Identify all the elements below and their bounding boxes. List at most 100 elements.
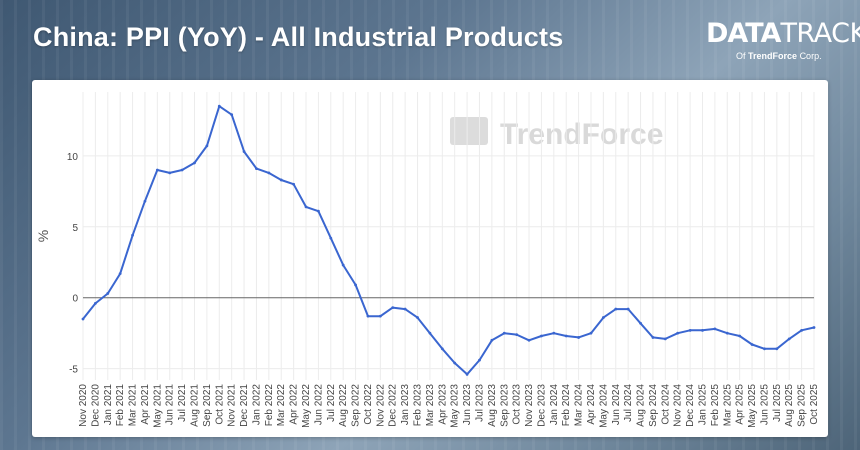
data-point xyxy=(267,171,271,175)
x-tick-label: May 2025 xyxy=(747,384,758,428)
grid xyxy=(82,92,815,380)
y-tick-label: 5 xyxy=(72,223,78,234)
data-point xyxy=(775,347,779,351)
x-tick-label: Jun 2022 xyxy=(313,384,324,426)
data-point xyxy=(540,334,543,338)
x-tick-label: Jan 2021 xyxy=(103,384,114,426)
data-point xyxy=(317,209,320,213)
data-point xyxy=(304,205,308,209)
data-point xyxy=(564,334,568,338)
x-tick-label: Sep 2023 xyxy=(499,384,510,427)
y-tick-label: 0 xyxy=(72,294,78,305)
x-tick-label: Jun 2024 xyxy=(611,384,622,426)
data-point xyxy=(478,358,481,362)
data-point xyxy=(341,263,345,267)
data-point xyxy=(354,283,357,287)
x-tick-label: Aug 2022 xyxy=(338,384,349,427)
data-point xyxy=(688,328,692,332)
data-point xyxy=(217,104,221,108)
x-tick-label: Apr 2023 xyxy=(437,384,448,425)
data-point xyxy=(155,168,159,172)
x-tick-label: Mar 2024 xyxy=(574,384,585,427)
x-tick-label: Jul 2024 xyxy=(623,384,634,422)
x-tick-label: Jan 2024 xyxy=(549,384,560,426)
data-point xyxy=(552,331,556,335)
data-point xyxy=(527,338,531,342)
data-point xyxy=(255,167,258,171)
y-tick-label: -5 xyxy=(69,365,78,376)
data-point xyxy=(800,328,804,332)
data-point xyxy=(750,343,754,346)
data-point xyxy=(428,331,432,335)
x-tick-label: Apr 2022 xyxy=(289,384,300,425)
x-tick-label: Mar 2023 xyxy=(425,384,436,427)
x-tick-label: Jul 2023 xyxy=(474,384,485,422)
x-axis: Nov 2020 Dec 2020 Jan 2021 Feb 2021 Mar 2021… xyxy=(78,384,820,428)
x-tick-label: Jul 2022 xyxy=(326,384,337,422)
data-point xyxy=(81,317,85,321)
x-tick-label: Aug 2025 xyxy=(784,384,795,427)
data-point xyxy=(651,336,655,339)
logo-sub-brand: TrendForce xyxy=(748,51,798,61)
x-tick-label: Oct 2023 xyxy=(512,384,523,425)
ppi-yoy-series-line xyxy=(82,105,815,376)
x-tick-label: Mar 2021 xyxy=(128,384,139,427)
data-point xyxy=(601,316,605,319)
chart-card: TrendForce -5 0 5 10 % Nov 2020 Dec 2020 Jan … xyxy=(32,80,828,437)
data-point xyxy=(589,331,593,335)
data-point xyxy=(93,301,97,305)
data-point xyxy=(626,307,630,311)
data-point xyxy=(440,347,444,351)
x-tick-label: Jun 2021 xyxy=(165,384,176,426)
y-axis-label: % xyxy=(35,230,51,242)
x-tick-label: May 2024 xyxy=(598,384,609,428)
x-tick-label: Jan 2023 xyxy=(400,384,411,426)
watermark-icon xyxy=(450,117,488,145)
data-point xyxy=(453,361,457,365)
x-tick-label: Feb 2025 xyxy=(710,384,721,427)
data-point xyxy=(416,316,419,319)
x-tick-label: Sep 2022 xyxy=(351,384,362,427)
data-point xyxy=(787,337,791,341)
x-tick-label: Dec 2023 xyxy=(536,384,547,427)
x-tick-label: Nov 2021 xyxy=(227,384,238,427)
x-tick-label: May 2023 xyxy=(450,384,461,428)
data-point xyxy=(515,333,519,337)
logo-sub-suffix: Corp. xyxy=(799,51,822,61)
data-point xyxy=(713,327,717,331)
logo-subtitle: Of TrendForce Corp. xyxy=(736,51,822,61)
data-point xyxy=(378,314,382,318)
x-tick-label: May 2022 xyxy=(301,384,312,428)
data-point xyxy=(366,314,370,318)
logo-part1: DATA xyxy=(706,18,781,49)
x-tick-label: Feb 2024 xyxy=(561,384,572,427)
x-tick-label: Nov 2020 xyxy=(78,384,89,427)
x-tick-label: Dec 2021 xyxy=(239,384,250,427)
watermark-text: TrendForce xyxy=(500,118,663,151)
x-tick-label: Dec 2024 xyxy=(685,384,696,427)
x-tick-label: Aug 2024 xyxy=(636,384,647,427)
datatrack-logo: DATATRACK Of TrendForce Corp. xyxy=(706,18,860,64)
x-tick-label: Aug 2023 xyxy=(487,384,498,427)
data-point xyxy=(812,326,816,329)
data-point xyxy=(725,331,729,335)
data-point xyxy=(614,307,618,311)
x-tick-label: Jun 2023 xyxy=(462,384,473,426)
x-tick-label: Jul 2021 xyxy=(177,384,188,422)
data-point xyxy=(763,347,766,351)
x-tick-label: Feb 2021 xyxy=(115,384,126,427)
data-point xyxy=(701,328,704,332)
x-tick-label: Oct 2021 xyxy=(214,384,225,425)
x-tick-label: Apr 2024 xyxy=(586,384,597,425)
x-tick-label: May 2021 xyxy=(152,384,163,428)
x-tick-label: Jun 2025 xyxy=(759,384,770,426)
data-point xyxy=(230,113,234,117)
x-tick-label: Jan 2025 xyxy=(697,384,708,426)
logo-sub-prefix: Of xyxy=(736,51,746,61)
data-point xyxy=(663,337,667,341)
x-tick-label: Feb 2023 xyxy=(413,384,424,427)
data-point xyxy=(502,331,506,335)
data-point xyxy=(490,338,494,342)
data-point xyxy=(180,168,184,172)
logo-wordmark: DATATRACK xyxy=(706,18,860,49)
